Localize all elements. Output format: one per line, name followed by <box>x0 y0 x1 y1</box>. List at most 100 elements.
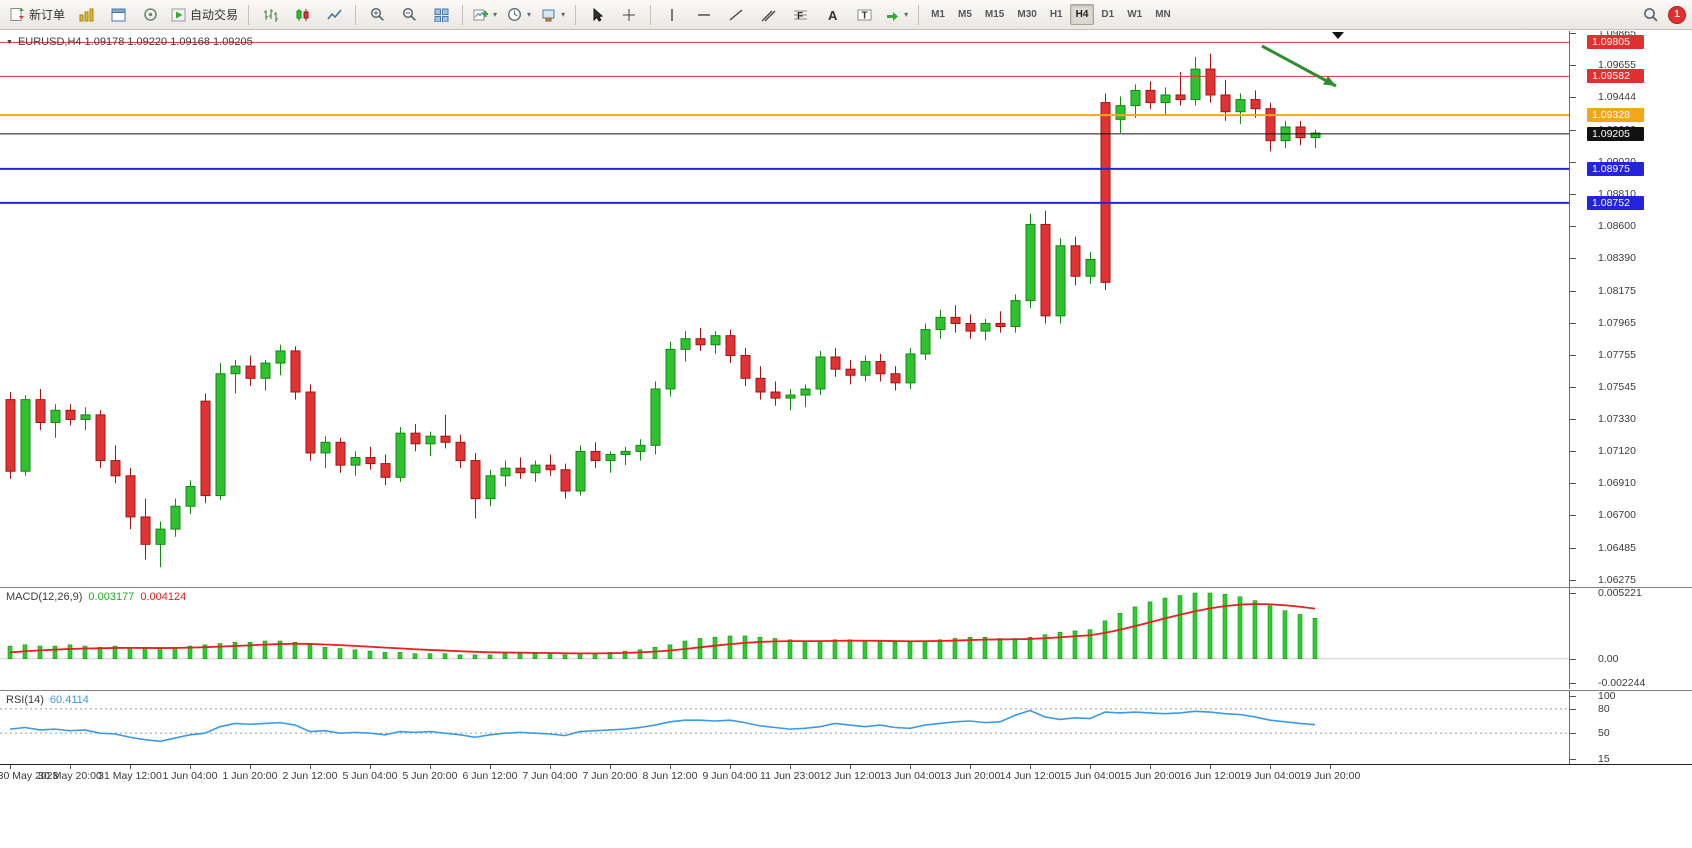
candle-body <box>1115 105 1126 120</box>
macd-histogram-bar <box>982 636 988 659</box>
macd-histogram-bar <box>142 648 148 659</box>
autotrading-button[interactable]: 自动交易 <box>167 3 242 27</box>
macd-histogram-bar <box>217 643 223 659</box>
candlestick-chart-button[interactable] <box>287 3 317 27</box>
chart-ohlc-info: ▼ EURUSD,H4 1.09178 1.09220 1.09168 1.09… <box>6 36 253 48</box>
candle-body <box>920 329 931 355</box>
market-watch-button[interactable] <box>71 3 101 27</box>
macd-histogram-bar <box>967 636 973 659</box>
notification-badge[interactable]: 1 <box>1668 5 1686 24</box>
annotation-arrow[interactable] <box>1261 44 1337 88</box>
toolbar-separator <box>248 4 250 25</box>
macd-histogram-bar <box>502 653 508 660</box>
macd-panel[interactable]: MACD(12,26,9) 0.003177 0.004124 <box>0 588 1569 689</box>
strategy-tester-button[interactable] <box>135 3 165 27</box>
macd-scale[interactable]: 0.005221 0.00 -0.002244 <box>1569 588 1692 689</box>
macd-tick-mark <box>1570 658 1576 660</box>
macd-canvas[interactable] <box>0 588 1569 689</box>
price-tag: 1.09805 <box>1587 35 1644 50</box>
text-tool-button[interactable]: A <box>817 3 847 27</box>
tile-windows-button[interactable] <box>426 3 456 27</box>
panel-separator[interactable] <box>0 587 1692 588</box>
rsi-canvas[interactable] <box>0 691 1569 764</box>
channel-tool-button[interactable] <box>753 3 783 27</box>
time-label: 15 Jun 20:00 <box>1119 770 1181 782</box>
candle-body <box>155 528 166 545</box>
time-label: 1 Jun 04:00 <box>162 770 218 782</box>
timeframe-button-w1[interactable]: W1 <box>1127 9 1143 20</box>
zoom-in-button[interactable] <box>362 3 392 27</box>
price-tick-label: 1.06275 <box>1598 574 1636 587</box>
template-dropdown-button[interactable]: ▾ <box>537 3 569 27</box>
new-order-label: 新订单 <box>29 8 66 22</box>
indicators-list-button[interactable]: ▾ <box>469 3 501 27</box>
candle-body <box>530 464 541 474</box>
panel-separator[interactable] <box>0 690 1692 691</box>
arrows-tool-button[interactable]: ▾ <box>881 3 912 27</box>
crosshair-tool-button[interactable] <box>614 3 644 27</box>
bar-chart-button[interactable] <box>255 3 285 27</box>
zoom-out-button[interactable] <box>394 3 424 27</box>
macd-histogram-bar <box>1072 630 1078 659</box>
fibonacci-tool-button[interactable]: F <box>785 3 815 27</box>
timeframe-button-m1[interactable]: M1 <box>931 9 945 20</box>
macd-histogram-bar <box>337 648 343 659</box>
timeframe-button-d1[interactable]: D1 <box>1101 9 1115 20</box>
candle-body <box>1175 94 1186 101</box>
macd-histogram-bar <box>1297 614 1303 660</box>
data-window-icon <box>111 8 126 21</box>
macd-histogram-bar <box>412 653 418 660</box>
candle-body <box>275 350 286 364</box>
macd-histogram-bar <box>1177 595 1183 659</box>
time-tick-mark <box>250 765 251 769</box>
rsi-panel[interactable]: RSI(14) 60.4114 <box>0 691 1569 764</box>
vertical-line-tool-button[interactable] <box>657 3 687 27</box>
candle-body <box>1235 99 1246 113</box>
price-tick-label: 1.06700 <box>1598 509 1636 522</box>
time-label: 31 May 12:00 <box>98 770 162 782</box>
timeframe-button-h4[interactable]: H4 <box>1069 4 1095 25</box>
price-scale[interactable]: 1.098651.096551.094441.092301.090201.088… <box>1569 31 1692 587</box>
timeframe-button-h1[interactable]: H1 <box>1049 9 1063 20</box>
period-dropdown-button[interactable]: ▾ <box>503 3 535 27</box>
candle-body <box>110 460 121 477</box>
price-tick-label: 1.07545 <box>1598 380 1636 393</box>
macd-histogram-bar <box>622 650 628 659</box>
price-chart-panel[interactable]: ▼ EURUSD,H4 1.09178 1.09220 1.09168 1.09… <box>0 31 1569 587</box>
time-label: 9 Jun 04:00 <box>702 770 758 782</box>
timeframe-button-m5[interactable]: M5 <box>958 9 972 20</box>
trendline-tool-button[interactable] <box>721 3 751 27</box>
price-tick-label: 1.09444 <box>1598 91 1636 104</box>
time-tick-mark <box>850 765 851 769</box>
cursor-tool-button[interactable] <box>582 3 612 27</box>
rsi-scale[interactable]: 100 80 50 15 <box>1569 691 1692 764</box>
line-chart-button[interactable] <box>319 3 349 27</box>
strategy-tester-icon <box>143 8 157 21</box>
time-label: 30 May 20:00 <box>38 770 102 782</box>
macd-histogram-bar <box>157 648 163 659</box>
price-tick-label: 1.09865 <box>1598 31 1636 39</box>
candle-body <box>635 444 646 452</box>
timeframe-button-m15[interactable]: M15 <box>984 9 1005 20</box>
text-label-tool-button[interactable]: T <box>849 3 879 27</box>
time-axis[interactable]: 30 May 2023 30 May 20:00 31 May 12:00 1 Jun… <box>0 765 1692 787</box>
horizontal-line-tool-button[interactable] <box>689 3 719 27</box>
time-label: 13 Jun 20:00 <box>939 770 1001 782</box>
clock-icon <box>508 8 521 21</box>
price-chart-canvas[interactable] <box>0 31 1569 587</box>
candle-body <box>800 388 811 396</box>
timeframe-button-mn[interactable]: MN <box>1155 9 1171 20</box>
macd-histogram-bar <box>397 652 403 659</box>
macd-histogram-bar <box>592 653 598 660</box>
search-button[interactable] <box>1636 3 1666 27</box>
data-window-button[interactable] <box>103 3 133 27</box>
time-label: 15 Jun 04:00 <box>1059 770 1121 782</box>
time-tick-mark <box>910 765 911 769</box>
timeframe-button-m30[interactable]: M30 <box>1017 9 1037 20</box>
new-order-button[interactable]: 新订单 <box>6 3 69 27</box>
macd-histogram-bar <box>172 647 178 660</box>
macd-histogram-bar <box>832 639 838 660</box>
price-tick-mark <box>1570 290 1576 292</box>
candle-body <box>650 388 661 446</box>
chart-menu-arrow-icon[interactable]: ▼ <box>6 38 13 46</box>
